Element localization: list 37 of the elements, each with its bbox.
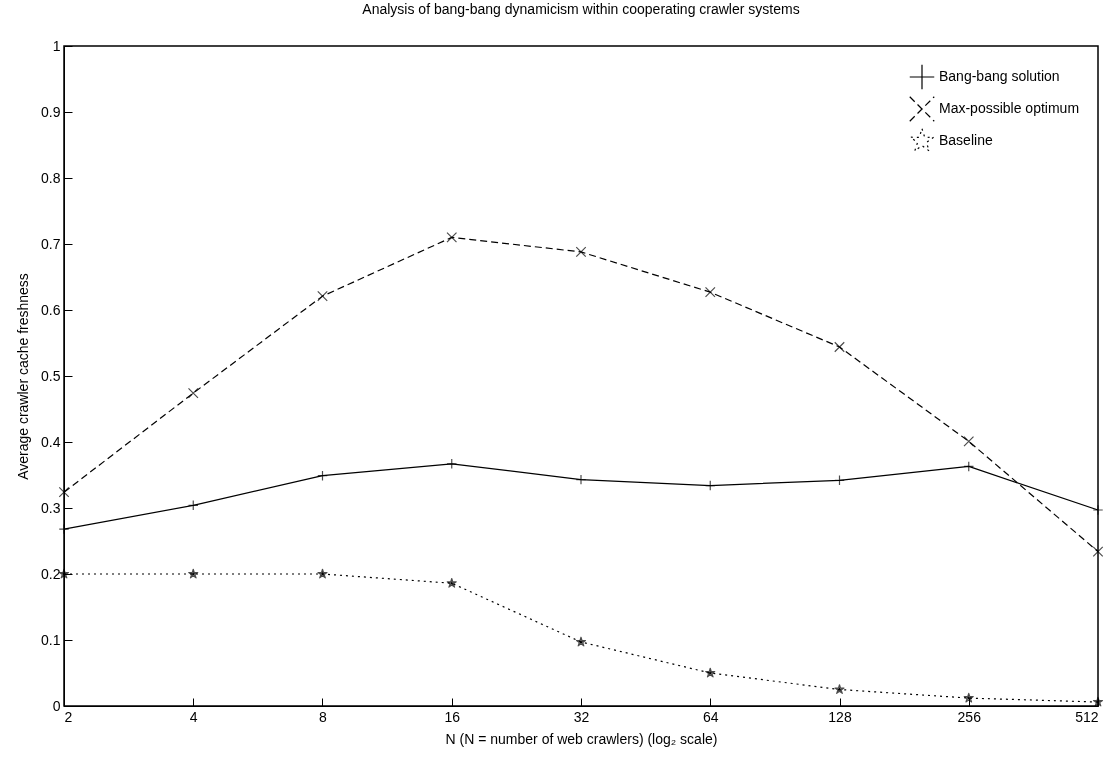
x-tick-label: 64 bbox=[702, 708, 719, 725]
point bbox=[834, 341, 845, 353]
x-tick-label: 4 bbox=[189, 708, 198, 725]
legend-label: Baseline bbox=[939, 132, 993, 148]
x-tick-label: 128 bbox=[828, 708, 852, 725]
y-axis-title: Average crawler cache freshness bbox=[15, 273, 32, 480]
point bbox=[187, 387, 199, 399]
y-tick-label: 0.5 bbox=[41, 367, 61, 384]
y-tick-label: 0.4 bbox=[41, 433, 61, 450]
legend-label: Bang-bang solution bbox=[939, 68, 1060, 84]
point bbox=[1092, 546, 1104, 557]
x-tick-label: 8 bbox=[319, 708, 328, 725]
y-tick-label: 0 bbox=[52, 697, 61, 714]
point bbox=[834, 474, 845, 486]
x-tick-label: 16 bbox=[444, 708, 461, 725]
y-tick-label: 0.2 bbox=[41, 565, 61, 582]
point bbox=[446, 232, 458, 243]
x-axis-title: N (N = number of web crawlers) (log₂ scale) bbox=[445, 730, 718, 747]
point bbox=[963, 436, 975, 447]
y-tick-label: 0.7 bbox=[41, 235, 61, 252]
y-tick-label: 0.8 bbox=[41, 169, 61, 186]
point bbox=[704, 286, 716, 298]
legend-label: Max-possible optimum bbox=[939, 100, 1080, 116]
x-tick-label: 32 bbox=[573, 708, 590, 725]
point bbox=[317, 470, 328, 481]
point bbox=[58, 486, 70, 498]
y-tick-label: 0.3 bbox=[41, 499, 61, 516]
chart-title: Analysis of bang-bang dynamicism within cooperating crawler systems bbox=[362, 1, 800, 17]
x-tick-label: 256 bbox=[957, 708, 982, 725]
y-tick-label: 0.9 bbox=[41, 103, 61, 120]
point bbox=[575, 246, 587, 258]
x-tick-label: 512 bbox=[1075, 708, 1099, 725]
point bbox=[317, 290, 328, 302]
y-tick-label: 0.6 bbox=[41, 301, 61, 318]
y-tick-label: 0.1 bbox=[41, 631, 61, 648]
x-tick-label: 2 bbox=[64, 708, 73, 725]
y-tick-label: 1 bbox=[52, 37, 61, 54]
